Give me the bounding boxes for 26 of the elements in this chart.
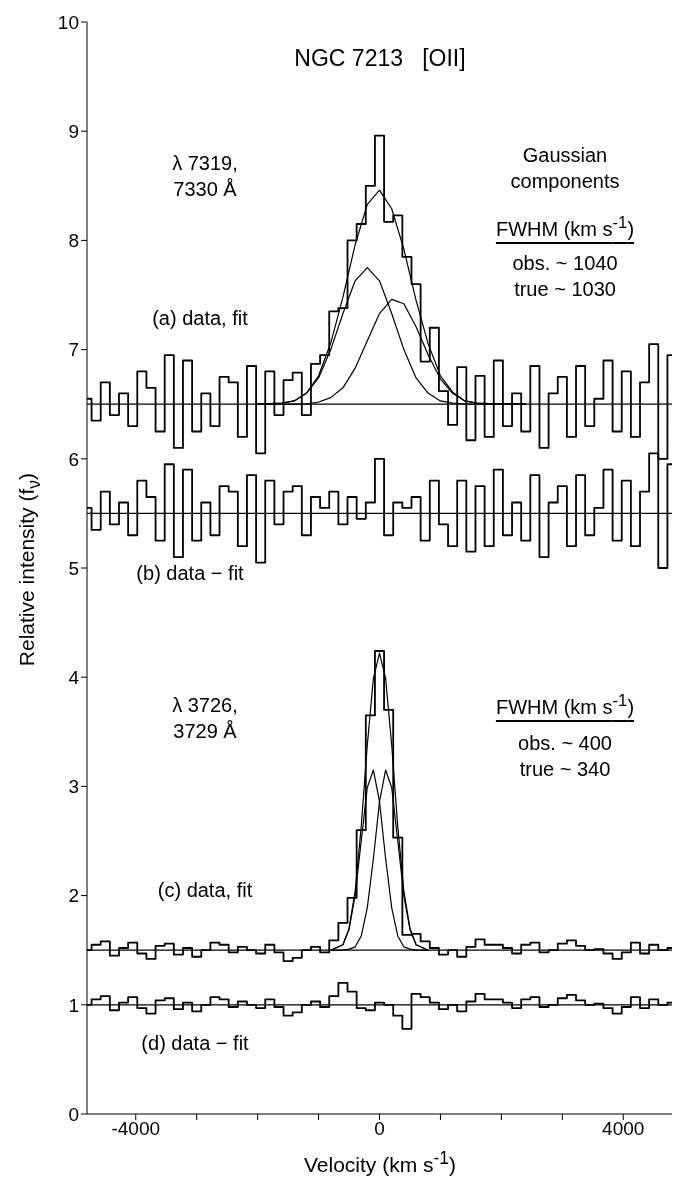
x-tick-label: -4000 xyxy=(111,1118,161,1140)
annotation: λ 7319, 7330 Å xyxy=(172,152,238,200)
annotation: (b) data − fit xyxy=(136,562,244,584)
y-tick-label: 6 xyxy=(68,448,79,470)
x-tick-label: 4000 xyxy=(602,1118,645,1140)
y-tick-label: 9 xyxy=(68,120,79,142)
x-axis-title: Velocity (km s$^{-1}$) xyxy=(302,1148,458,1177)
y-tick-label: 2 xyxy=(68,885,79,907)
y-tick-label: 5 xyxy=(68,557,79,579)
annotation: (c) data, fit xyxy=(157,879,253,901)
annotation: λ 3726, 3729 Å xyxy=(172,694,238,742)
y-tick-label: 0 xyxy=(68,1103,79,1125)
y-tick-label: 4 xyxy=(68,666,80,688)
y-tick-label: 8 xyxy=(68,230,79,252)
annotation: (a) data, fit xyxy=(152,307,248,329)
annotation: obs. ~ 400 true ~ 340 xyxy=(518,732,612,780)
annotation: (d) data − fit xyxy=(141,1032,249,1054)
y-tick-label: 1 xyxy=(68,994,79,1016)
x-tick-label: 0 xyxy=(374,1118,385,1140)
annotation: Gaussian components xyxy=(510,144,620,192)
text: NGC 7213 [OII] xyxy=(293,45,467,72)
y-tick-label: 3 xyxy=(68,776,79,798)
y-tick-label: 7 xyxy=(68,339,79,361)
annotation: FWHM (km s$^{-1}$) xyxy=(495,691,635,718)
y-tick-label: 10 xyxy=(57,11,79,33)
annotation: FWHM (km s$^{-1}$) xyxy=(495,213,635,240)
